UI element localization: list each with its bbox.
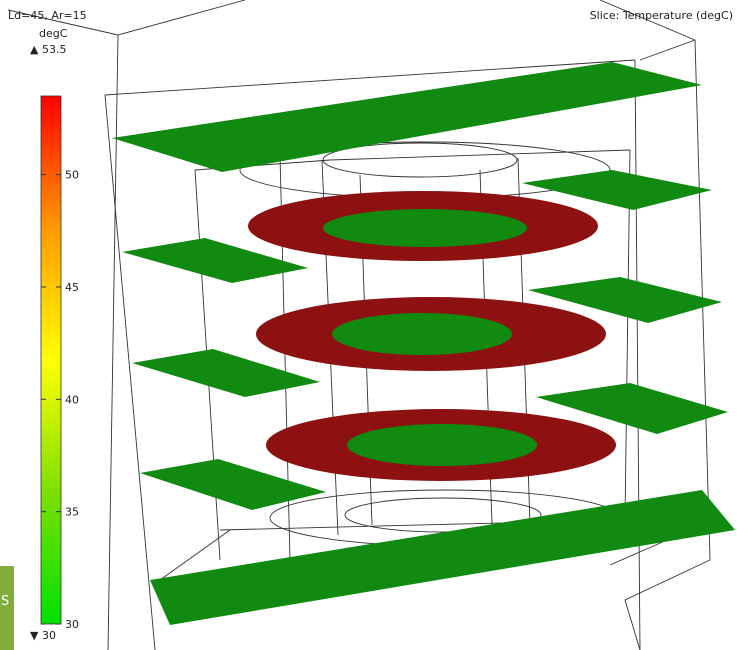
- colorbar-tick-label: 50: [65, 169, 79, 182]
- heated-ring-1: [248, 191, 598, 261]
- colorbar-min-label: ▼ 30: [30, 629, 56, 642]
- edge-tab[interactable]: S: [0, 566, 14, 650]
- side-slice-right-1: [522, 170, 712, 210]
- heated-ring-2: [256, 297, 606, 371]
- colorbar-unit-label: degC: [39, 27, 68, 40]
- colorbar-tick-label: 45: [65, 281, 79, 294]
- colorbar-tick-label: 40: [65, 393, 79, 406]
- colorbar-max-label: ▲ 53.5: [30, 43, 67, 56]
- colorbar-gradient: [40, 95, 62, 625]
- side-slice-left-1: [122, 238, 308, 283]
- colorbar-tick-label: 35: [65, 506, 79, 519]
- bottom-slice-plate: [150, 490, 735, 625]
- colorbar-tick-label: 30: [65, 618, 79, 631]
- parameter-label: Ld=45, Ar=15: [8, 9, 87, 22]
- side-slice-left-3: [140, 459, 326, 510]
- side-slice-right-2: [528, 277, 722, 323]
- side-slice-left-2: [132, 349, 320, 397]
- slice-title: Slice: Temperature (degC): [589, 9, 733, 22]
- colorbar-ticks: 50 45 40 35 30: [41, 169, 79, 631]
- top-slice-plate: [112, 62, 702, 172]
- side-slice-right-3: [536, 383, 728, 434]
- edge-tab-text: S: [1, 594, 10, 609]
- heated-ring-3: [266, 409, 616, 481]
